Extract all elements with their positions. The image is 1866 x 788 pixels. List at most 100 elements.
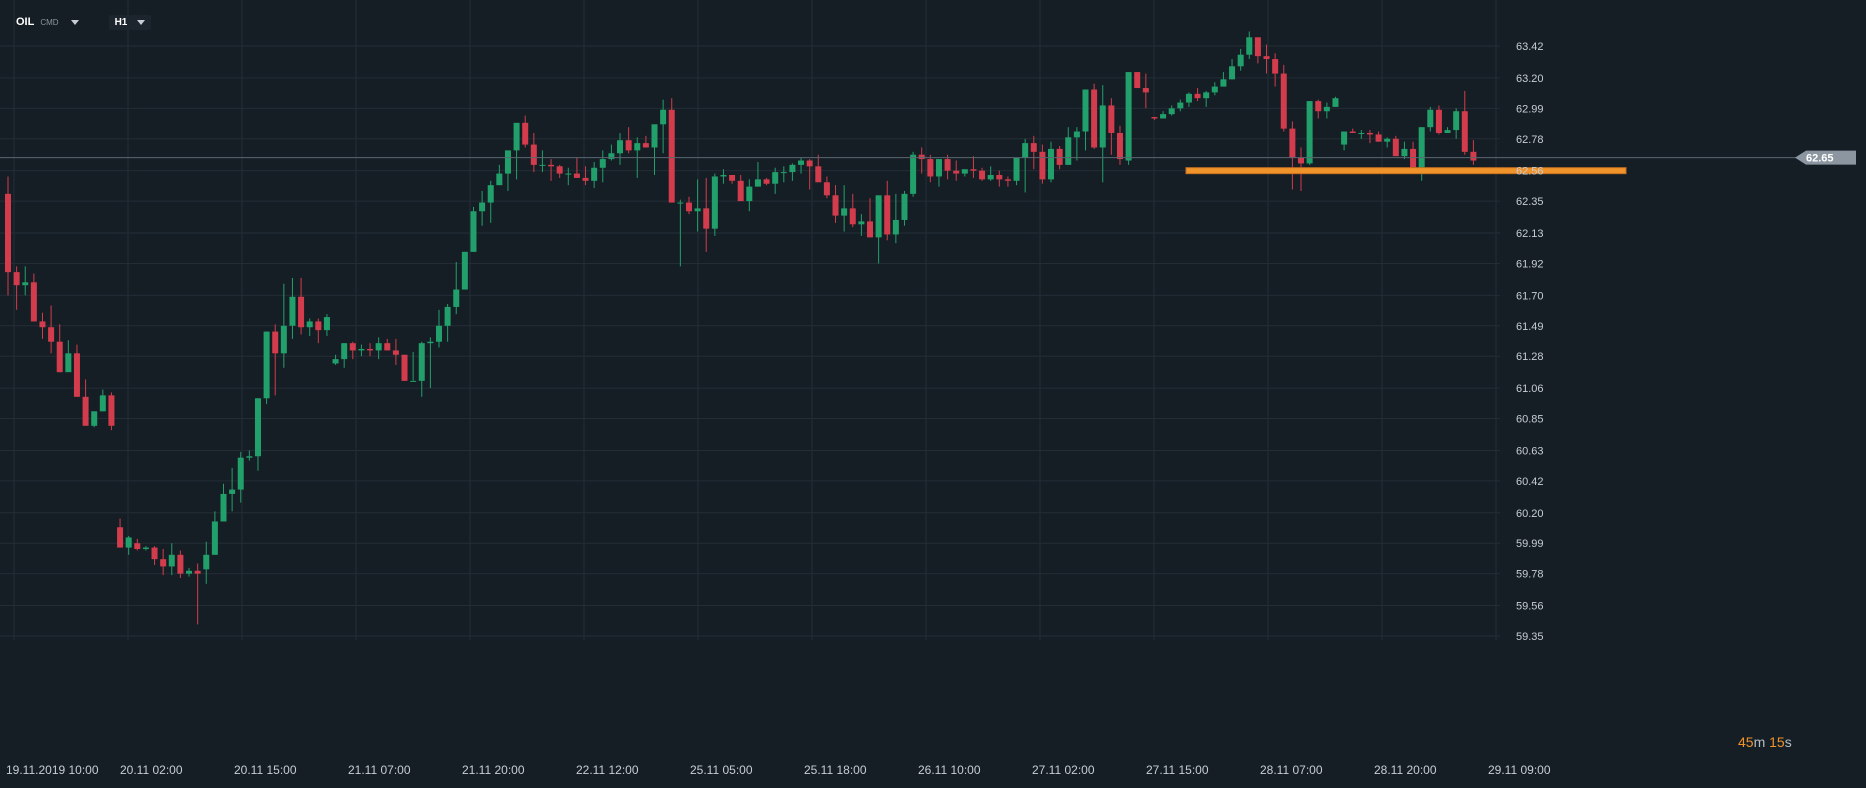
x-tick-label: 29.11 09:00: [1488, 763, 1551, 777]
candle-bullish: [858, 221, 865, 225]
candle-bullish: [1427, 109, 1434, 128]
candles: [5, 31, 1477, 625]
y-tick-label: 61.06: [1516, 383, 1544, 395]
candle-bearish: [1142, 88, 1149, 93]
current-price-tag: [1795, 150, 1856, 165]
candle-bearish: [1272, 59, 1279, 74]
candle-bearish: [5, 193, 11, 273]
candle-bullish: [1185, 93, 1192, 103]
candle-bullish: [1073, 131, 1080, 138]
candle-bearish: [1298, 157, 1304, 164]
candle-bullish: [504, 150, 511, 174]
candle-bullish: [1220, 79, 1227, 87]
candle-bearish: [177, 554, 184, 574]
candle-bullish: [1237, 54, 1244, 67]
candle-bearish: [582, 177, 589, 181]
x-tick-label: 25.11 05:00: [690, 763, 753, 777]
candle-bearish: [13, 272, 20, 286]
candle-bullish: [306, 321, 313, 328]
y-tick-label: 62.56: [1516, 166, 1544, 178]
candle-bullish: [427, 341, 434, 344]
candle-bearish: [1435, 109, 1442, 133]
candle-bullish: [754, 179, 761, 187]
countdown-minutes: 45: [1738, 734, 1754, 750]
candle-bearish: [737, 180, 744, 202]
candle-bullish: [263, 331, 270, 399]
candle-bearish: [117, 527, 124, 548]
candle-bullish: [1099, 105, 1106, 148]
instrument-type: CMD: [40, 17, 59, 27]
candle-bullish: [289, 296, 296, 326]
current-price-label: 62.65: [1806, 153, 1834, 165]
candle-bearish: [832, 195, 839, 216]
candle-bearish: [1349, 131, 1356, 133]
candle-bearish: [996, 175, 1003, 180]
candle-bearish: [73, 353, 80, 397]
candle-bearish: [1289, 128, 1296, 158]
candle-bearish: [823, 182, 830, 196]
candle-bullish: [1418, 127, 1425, 170]
candle-bullish: [1065, 137, 1072, 165]
candle-bullish: [229, 489, 236, 494]
candle-bullish: [246, 456, 253, 458]
candle-bullish: [168, 554, 175, 567]
candle-bullish: [1203, 92, 1210, 99]
candle-bearish: [1392, 138, 1399, 157]
candle-bullish: [1453, 111, 1460, 131]
candle-bullish: [375, 343, 382, 351]
candle-bearish: [1039, 151, 1046, 180]
candle-bullish: [418, 343, 425, 381]
candle-bearish: [108, 395, 115, 426]
candle-bearish: [685, 202, 692, 212]
candle-bullish: [410, 380, 417, 382]
y-tick-label: 61.28: [1516, 351, 1544, 363]
y-tick-label: 62.99: [1516, 103, 1544, 115]
candle-bearish: [1280, 73, 1287, 129]
x-tick-label: 21.11 07:00: [348, 763, 411, 777]
candle-bearish: [729, 175, 736, 181]
candle-bullish: [798, 160, 805, 165]
candle-bullish: [1022, 143, 1029, 158]
candle-bearish: [349, 343, 356, 351]
candle-bullish: [599, 159, 606, 168]
candle-bullish: [565, 173, 572, 175]
countdown-minutes-unit: m: [1753, 734, 1766, 750]
y-tick-label: 60.63: [1516, 445, 1544, 457]
candle-bullish: [479, 202, 486, 212]
candle-bullish: [1332, 98, 1339, 107]
candle-bullish: [634, 143, 641, 151]
candle-bearish: [703, 208, 710, 229]
candle-bearish: [1056, 148, 1063, 165]
y-tick-label: 62.78: [1516, 134, 1544, 146]
candle-bearish: [979, 170, 986, 180]
x-tick-label: 20.11 15:00: [234, 763, 297, 777]
candle-bullish: [935, 159, 942, 177]
candle-bullish: [436, 325, 442, 342]
candle-bullish: [608, 153, 615, 160]
candle-bullish: [987, 175, 994, 180]
candle-bullish: [1013, 157, 1020, 181]
candle-bearish: [151, 547, 158, 560]
support-level-line: [1185, 167, 1627, 175]
candle-bearish: [272, 331, 279, 354]
chart-overlays: 62.65: [0, 150, 1856, 175]
candle-bearish: [1470, 151, 1477, 161]
candle-bullish: [780, 172, 787, 174]
x-tick-label: 27.11 02:00: [1032, 763, 1095, 777]
candle-bullish: [1341, 131, 1348, 145]
candle-bullish: [453, 289, 460, 307]
candle-bearish: [48, 327, 55, 342]
candle-bullish: [1177, 102, 1184, 109]
candle-bearish: [194, 570, 201, 574]
candle-bullish: [461, 251, 468, 290]
candle-bullish: [694, 208, 701, 212]
symbol-selector[interactable]: OIL CMD: [16, 16, 79, 28]
candle-bearish: [573, 173, 580, 178]
candle-bearish: [384, 343, 391, 351]
y-tick-label: 60.20: [1516, 508, 1544, 520]
timeframe-selector[interactable]: H1: [108, 14, 152, 30]
candle-bearish: [1375, 134, 1382, 142]
x-tick-label: 25.11 18:00: [804, 763, 867, 777]
y-tick-label: 59.99: [1516, 538, 1544, 550]
